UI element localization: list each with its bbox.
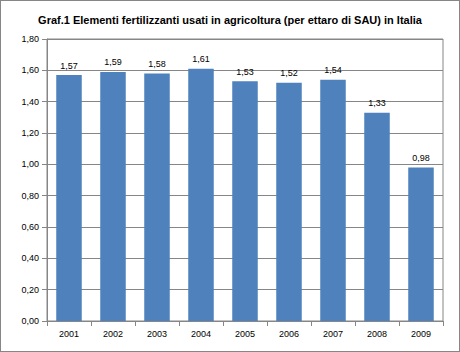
svg-text:1,53: 1,53	[236, 67, 254, 77]
svg-text:1,80: 1,80	[21, 34, 39, 44]
svg-text:1,60: 1,60	[21, 65, 39, 75]
svg-text:Graf.1 Elementi fertilizzanti: Graf.1 Elementi fertilizzanti usati in a…	[38, 14, 423, 26]
svg-text:2007: 2007	[323, 329, 343, 339]
svg-text:2002: 2002	[103, 329, 123, 339]
svg-text:2001: 2001	[59, 329, 79, 339]
svg-text:0,40: 0,40	[21, 253, 39, 263]
svg-text:0,98: 0,98	[412, 153, 430, 163]
svg-text:2009: 2009	[411, 329, 431, 339]
svg-text:0,80: 0,80	[21, 191, 39, 201]
svg-text:1,61: 1,61	[192, 54, 210, 64]
svg-text:1,52: 1,52	[280, 68, 298, 78]
svg-text:2005: 2005	[235, 329, 255, 339]
svg-text:1,20: 1,20	[21, 128, 39, 138]
svg-text:0,20: 0,20	[21, 285, 39, 295]
svg-text:2004: 2004	[191, 329, 211, 339]
svg-text:1,40: 1,40	[21, 97, 39, 107]
svg-text:2008: 2008	[367, 329, 387, 339]
svg-text:2003: 2003	[147, 329, 167, 339]
svg-text:1,59: 1,59	[104, 57, 122, 67]
svg-text:2006: 2006	[279, 329, 299, 339]
svg-text:1,54: 1,54	[324, 65, 342, 75]
svg-text:1,00: 1,00	[21, 159, 39, 169]
svg-text:1,57: 1,57	[60, 61, 78, 71]
svg-text:0,00: 0,00	[21, 316, 39, 326]
svg-text:0,60: 0,60	[21, 222, 39, 232]
svg-text:1,33: 1,33	[368, 98, 386, 108]
svg-text:1,58: 1,58	[148, 59, 166, 69]
